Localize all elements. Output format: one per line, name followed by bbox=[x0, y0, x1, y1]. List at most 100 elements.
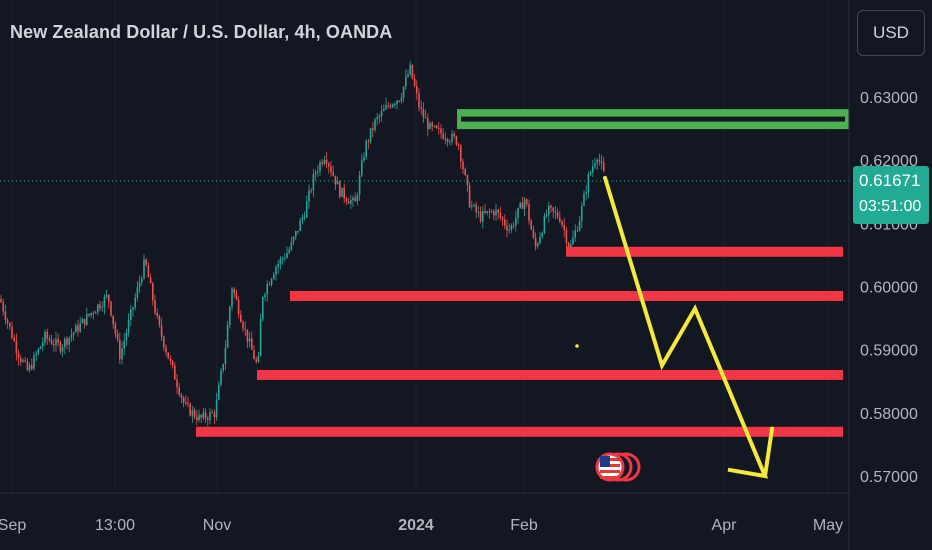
candle-body bbox=[578, 221, 581, 231]
candle-body bbox=[407, 74, 409, 77]
candle-body bbox=[314, 172, 317, 175]
candle-body bbox=[484, 210, 486, 213]
support-line[interactable] bbox=[257, 369, 843, 380]
candle-body bbox=[526, 199, 528, 205]
candle-body bbox=[218, 384, 220, 400]
candle-body bbox=[187, 402, 189, 404]
candle-body bbox=[464, 169, 466, 175]
candle-body bbox=[103, 296, 106, 308]
candle-body bbox=[191, 410, 194, 416]
candle-body bbox=[501, 217, 504, 220]
candle-body bbox=[460, 145, 462, 162]
candle-body bbox=[504, 219, 506, 226]
candle-body bbox=[92, 312, 95, 314]
level-lines bbox=[196, 109, 849, 437]
candle-body bbox=[215, 399, 218, 418]
support-line[interactable] bbox=[196, 426, 843, 437]
candle-body bbox=[246, 329, 249, 342]
candle-body bbox=[83, 318, 86, 325]
candle-body bbox=[163, 336, 165, 348]
candle-body bbox=[35, 353, 37, 356]
candle-body bbox=[264, 294, 266, 298]
candle-body bbox=[567, 242, 570, 248]
candle-body bbox=[286, 252, 288, 258]
candle-body bbox=[446, 139, 449, 142]
candle-body bbox=[290, 241, 293, 250]
candle-body bbox=[200, 415, 202, 418]
candle-body bbox=[226, 324, 229, 348]
candle-body bbox=[270, 279, 273, 285]
candle-body bbox=[39, 346, 42, 349]
candle-body bbox=[136, 287, 139, 298]
candle-body bbox=[565, 230, 568, 243]
candle-body bbox=[497, 209, 499, 213]
candle-body bbox=[37, 348, 40, 354]
candle-body bbox=[125, 332, 128, 341]
candle-body bbox=[26, 360, 29, 371]
candle-body bbox=[427, 117, 429, 130]
candle-body bbox=[235, 293, 238, 300]
candle-body bbox=[224, 347, 227, 364]
candle-body bbox=[477, 212, 480, 214]
candle-body bbox=[288, 249, 290, 253]
candle-body bbox=[539, 236, 541, 244]
candle-body bbox=[48, 338, 51, 341]
candle-body bbox=[380, 111, 383, 117]
candle-body bbox=[68, 337, 70, 345]
candle-body bbox=[389, 105, 392, 108]
candle-body bbox=[134, 297, 136, 308]
candle-body bbox=[17, 353, 20, 359]
time-tick-label: 13:00 bbox=[95, 517, 135, 534]
candle-body bbox=[251, 338, 253, 350]
candle-body bbox=[330, 166, 332, 172]
candle-body bbox=[90, 312, 92, 316]
candle-body bbox=[310, 190, 312, 192]
candle-body bbox=[297, 230, 299, 232]
candle-body bbox=[323, 159, 326, 164]
candle-body bbox=[435, 125, 438, 128]
time-tick-label: May bbox=[813, 517, 843, 534]
candle-body bbox=[486, 211, 488, 213]
candle-body bbox=[55, 338, 57, 346]
candle-body bbox=[319, 162, 321, 172]
candle-body bbox=[530, 220, 532, 230]
candle-body bbox=[308, 190, 310, 202]
candle-body bbox=[396, 100, 398, 105]
economic-events-icon[interactable] bbox=[595, 452, 641, 482]
candle-body bbox=[317, 171, 319, 173]
support-line[interactable] bbox=[290, 290, 843, 301]
candle-body bbox=[457, 144, 460, 146]
price-axis[interactable]: 0.630000.620000.610000.600000.590000.580… bbox=[860, 90, 918, 486]
candle-body bbox=[66, 338, 68, 345]
candle-body bbox=[433, 125, 436, 127]
candle-body bbox=[510, 225, 513, 230]
support-line[interactable] bbox=[566, 246, 843, 257]
candle-body bbox=[31, 365, 33, 369]
candle-body bbox=[361, 160, 363, 176]
candle-body bbox=[20, 358, 22, 362]
candle-body bbox=[471, 205, 473, 208]
candle-body bbox=[416, 85, 418, 94]
candle-body bbox=[193, 410, 196, 418]
candle-body bbox=[352, 197, 354, 201]
candle-body bbox=[15, 340, 18, 354]
candle-body bbox=[521, 202, 524, 210]
candle-body bbox=[475, 204, 477, 213]
candle-body bbox=[268, 284, 271, 286]
candle-body bbox=[182, 397, 185, 403]
candle-body bbox=[185, 402, 187, 404]
candle-body bbox=[4, 311, 7, 321]
candle-body bbox=[149, 277, 152, 284]
candle-body bbox=[11, 326, 13, 338]
candle-body bbox=[488, 211, 491, 213]
candle-body bbox=[229, 306, 231, 325]
candle-body bbox=[0, 299, 2, 303]
time-axis[interactable]: Sep 13:00 Nov 2024 Feb Apr May bbox=[0, 517, 843, 534]
chart-title: New Zealand Dollar / U.S. Dollar, 4h, OA… bbox=[10, 22, 393, 42]
candle-body bbox=[506, 225, 508, 231]
candle-body bbox=[363, 156, 365, 161]
currency-button[interactable]: USD bbox=[857, 10, 925, 56]
candle-body bbox=[257, 356, 260, 362]
candle-body bbox=[466, 174, 469, 186]
